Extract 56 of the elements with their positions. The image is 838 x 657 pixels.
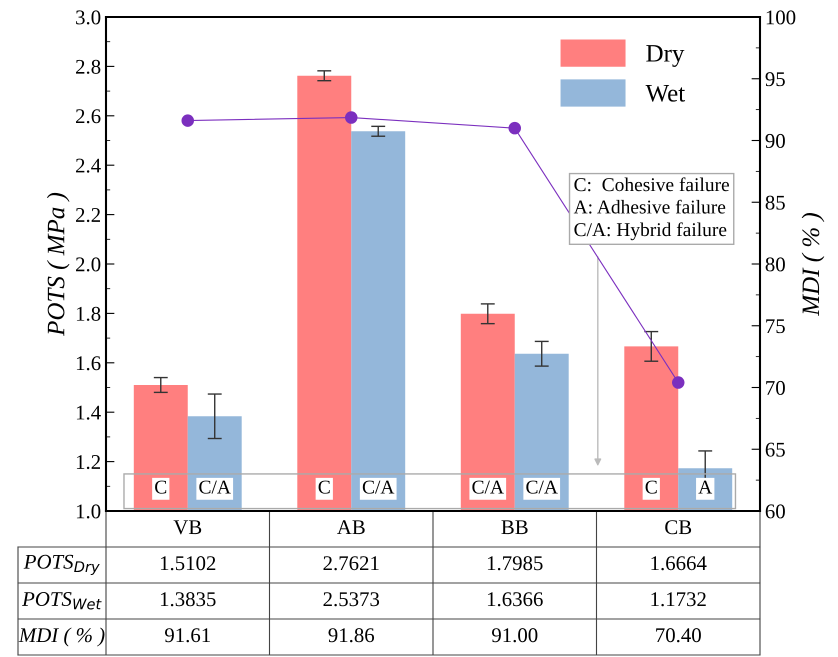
x-tick-label: VB (174, 520, 202, 534)
data-label: 91.86 (328, 628, 374, 642)
data-label: 70.40 (656, 628, 701, 642)
data-label: 1.6664 (651, 556, 707, 570)
x-tick-label: BB (501, 520, 528, 534)
y-tick-label: 2.8 (76, 60, 100, 74)
y-tick-label: 2.4 (76, 158, 101, 173)
point (345, 111, 358, 124)
text: POTS$_{Dry}$ (24, 554, 100, 576)
data-label: 1.5102 (160, 556, 216, 570)
y-tick-label: 1.0 (76, 504, 100, 519)
y2-tick-label: 90 (766, 134, 785, 148)
y-tick-label: 2.0 (76, 257, 100, 272)
annotation: C/A (472, 480, 504, 494)
annotation: C/A (526, 480, 558, 494)
y-tick-label: 1.8 (76, 306, 100, 321)
text: POTS$_{Wet}$ (22, 592, 102, 610)
y-axis-title: POTS ( MPa ) (46, 192, 70, 336)
y-tick-label: 3.0 (76, 10, 100, 25)
annotation: C/A (362, 480, 394, 494)
annotation: C: Cohesive failure A: Adhesive failure C/A: Hybrid failure (574, 177, 729, 240)
data-label: 1.3835 (160, 592, 216, 606)
x-tick-label: CB (665, 520, 692, 534)
legend-label: Dry (646, 45, 684, 67)
point (508, 122, 521, 134)
y2-tick-label: 70 (766, 380, 785, 395)
y2-tick-label: 75 (766, 319, 785, 334)
y-tick-label: 1.6 (76, 356, 101, 370)
data-label: 2.5373 (324, 592, 380, 606)
y2-tick-label: 60 (766, 504, 785, 518)
y-tick-label: 2.6 (76, 109, 101, 124)
annotation: C (646, 480, 657, 494)
y2-tick-label: 80 (766, 257, 785, 272)
y2-tick-label: 100 (766, 10, 796, 24)
annotation: C/A (199, 480, 231, 494)
y2-tick-label: 85 (766, 196, 785, 210)
y2-tick-label: 65 (766, 442, 785, 457)
data-label: 2.7621 (324, 556, 379, 570)
annotation: C (318, 480, 330, 494)
y-tick-label: 1.2 (76, 455, 100, 470)
annotation: C (155, 480, 166, 494)
data-label: 1.6366 (488, 592, 543, 606)
y-tick-label: 2.2 (76, 208, 100, 222)
data-label: 1.1732 (651, 592, 706, 606)
y-tick-label: 1.4 (76, 406, 101, 420)
point (182, 114, 194, 127)
x-tick-label: AB (336, 520, 365, 534)
data-label: 91.00 (492, 628, 538, 642)
data-label: 1.7985 (488, 556, 543, 570)
y2-axis-title: MDI ( % ) (802, 213, 824, 316)
annotation: A (698, 480, 712, 494)
point (672, 376, 684, 389)
y2-tick-label: 95 (766, 72, 785, 86)
text: MDI ( % ) (18, 628, 104, 646)
legend-label: Wet (646, 85, 686, 102)
data-label: 91.61 (164, 628, 210, 642)
